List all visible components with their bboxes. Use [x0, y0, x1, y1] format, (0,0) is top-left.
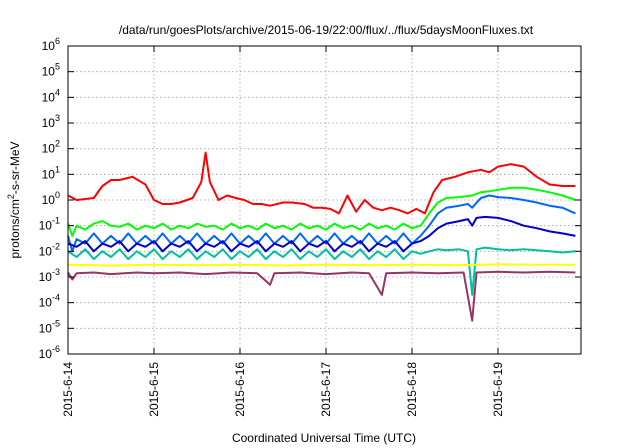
- y-axis-title-sup: 2: [6, 194, 16, 199]
- y-tick-base: 10: [39, 270, 53, 284]
- y-tick-exp: 0: [55, 190, 60, 200]
- y-tick-base: 10: [39, 219, 53, 233]
- y-tick-exp: -3: [52, 267, 60, 277]
- series-line-5: [67, 246, 576, 296]
- y-tick-label: 104: [42, 87, 60, 104]
- y-tick-base: 10: [42, 116, 56, 130]
- y-tick-label: 10-4: [39, 293, 60, 310]
- y-tick-label: 10-6: [39, 344, 60, 361]
- y-tick-label: 103: [42, 113, 60, 130]
- y-tick-exp: 4: [55, 87, 60, 97]
- y-tick-exp: 1: [55, 164, 60, 174]
- series-line-3: [67, 194, 576, 253]
- x-tick-label: 2015-6-17: [319, 362, 333, 417]
- grid: [68, 46, 581, 354]
- x-tick-label: 2015-6-15: [147, 362, 161, 417]
- y-tick-base: 10: [39, 347, 53, 361]
- y-tick-exp: 3: [55, 113, 60, 123]
- y-tick-exp: -5: [52, 318, 60, 328]
- series-layer: [67, 151, 576, 322]
- x-axis-title: Coordinated Universal Time (UTC): [232, 431, 416, 445]
- y-tick-exp: 6: [55, 36, 60, 46]
- x-tick-label: 2015-6-18: [405, 362, 419, 417]
- y-tick-exp: -6: [52, 344, 60, 354]
- series-line-2: [67, 186, 576, 237]
- y-tick-label: 101: [42, 164, 60, 181]
- y-tick-label: 100: [42, 190, 60, 207]
- x-tick-label: 2015-6-14: [61, 362, 75, 417]
- y-tick-exp: -4: [52, 293, 60, 303]
- y-tick-label: 10-3: [39, 267, 60, 284]
- y-tick-base: 10: [42, 193, 56, 207]
- y-axis-title: protons/cm2-s-sr-MeV: [6, 141, 22, 258]
- series-line-7: [67, 270, 576, 322]
- y-tick-label: 10-2: [39, 241, 60, 258]
- y-tick-label: 102: [42, 139, 60, 156]
- x-tick-label: 2015-6-19: [491, 362, 505, 417]
- y-tick-base: 10: [42, 39, 56, 53]
- y-tick-label: 10-5: [39, 318, 60, 335]
- y-tick-base: 10: [39, 296, 53, 310]
- y-tick-base: 10: [42, 65, 56, 79]
- y-tick-base: 10: [42, 167, 56, 181]
- y-tick-exp: -2: [52, 241, 60, 251]
- y-tick-base: 10: [42, 90, 56, 104]
- chart-title: /data/run/goesPlots/archive/2015-06-19/2…: [119, 23, 534, 37]
- y-tick-base: 10: [39, 244, 53, 258]
- y-tick-exp: 2: [55, 139, 60, 149]
- series-line-4: [67, 215, 576, 253]
- y-tick-label: 105: [42, 62, 60, 79]
- y-tick-exp: 5: [55, 62, 60, 72]
- y-axis-ticks: 10-610-510-410-310-210-11001011021031041…: [39, 36, 581, 361]
- x-tick-label: 2015-6-16: [233, 362, 247, 417]
- y-tick-label: 10-1: [39, 216, 60, 233]
- series-line-6: [67, 263, 576, 267]
- y-tick-label: 106: [42, 36, 60, 53]
- y-tick-base: 10: [39, 321, 53, 335]
- y-axis-title-post: -s-sr-MeV: [8, 141, 22, 194]
- y-tick-base: 10: [42, 142, 56, 156]
- y-tick-exp: -1: [52, 216, 60, 226]
- y-axis-title-pre: protons/cm: [8, 199, 22, 258]
- series-line-1: [67, 151, 576, 215]
- x-axis-ticks: 2015-6-14 2015-6-15 2015-6-16 2015-6-17 2015…: [61, 46, 505, 417]
